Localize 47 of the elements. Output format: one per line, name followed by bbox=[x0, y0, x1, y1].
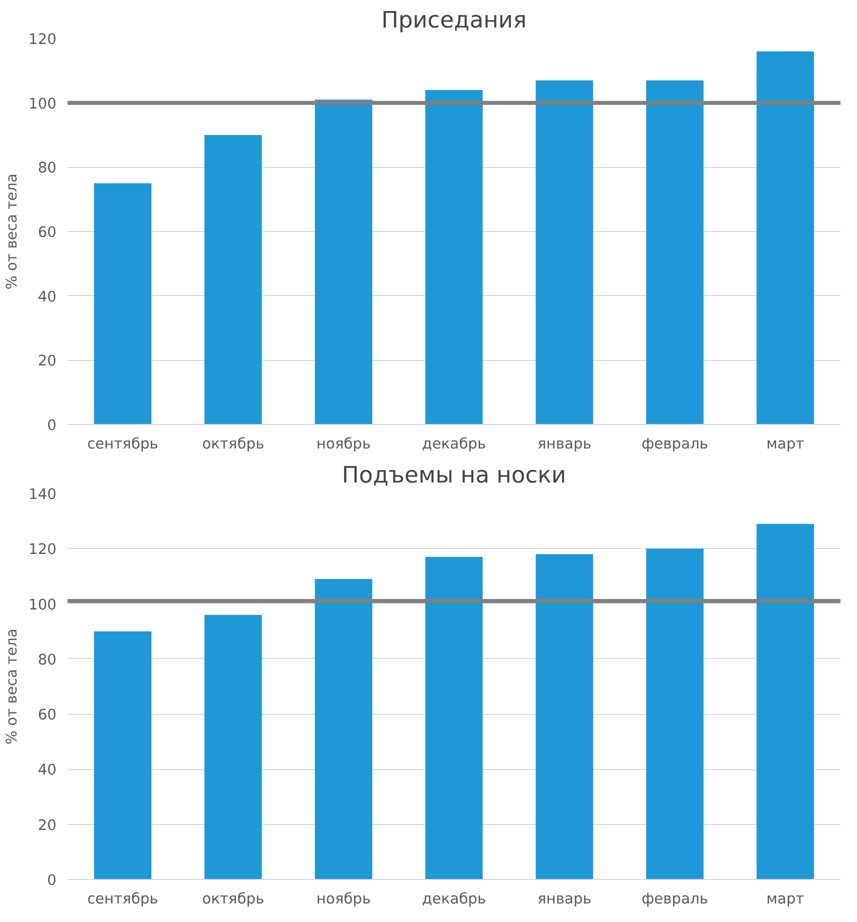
bar bbox=[204, 614, 262, 880]
x-tick-label: март bbox=[766, 436, 805, 452]
y-axis-title: % от веса тела bbox=[4, 173, 21, 290]
x-tick-label: март bbox=[766, 890, 805, 908]
bar bbox=[204, 135, 262, 424]
x-tick-label: октябрь bbox=[202, 436, 264, 452]
y-tick-label: 80 bbox=[38, 651, 57, 668]
bar bbox=[314, 100, 372, 424]
chart-title: Приседания bbox=[381, 8, 527, 34]
chart-title: Подъемы на носки bbox=[342, 462, 566, 488]
y-tick-label: 100 bbox=[28, 596, 57, 614]
bar bbox=[646, 548, 704, 880]
bar bbox=[94, 183, 152, 424]
bar bbox=[756, 51, 814, 424]
y-tick-label: 20 bbox=[38, 352, 57, 370]
x-tick-label: ноябрь bbox=[316, 436, 371, 452]
y-tick-label: 80 bbox=[38, 160, 57, 177]
y-axis-title: % от веса тела bbox=[4, 628, 21, 744]
bar bbox=[425, 90, 483, 424]
y-tick-label: 120 bbox=[28, 541, 57, 558]
bar bbox=[536, 80, 594, 424]
x-tick-label: декабрь bbox=[422, 436, 486, 452]
x-tick-label: февраль bbox=[642, 890, 708, 908]
y-tick-label: 60 bbox=[38, 224, 57, 241]
y-tick-label: 60 bbox=[38, 706, 57, 724]
x-tick-label: январь bbox=[537, 436, 592, 452]
x-tick-label: февраль bbox=[642, 436, 708, 452]
y-tick-label: 100 bbox=[28, 95, 57, 112]
bar bbox=[536, 554, 594, 880]
bar bbox=[94, 631, 152, 880]
y-tick-label: 40 bbox=[38, 288, 57, 306]
y-tick-label: 140 bbox=[28, 486, 57, 503]
y-tick-label: 0 bbox=[47, 417, 57, 434]
x-tick-label: ноябрь bbox=[316, 890, 371, 908]
x-tick-label: декабрь bbox=[422, 890, 486, 908]
y-tick-label: 120 bbox=[28, 31, 57, 48]
x-tick-label: сентябрь bbox=[87, 436, 158, 452]
y-tick-label: 20 bbox=[38, 816, 57, 834]
x-tick-label: сентябрь bbox=[87, 890, 158, 908]
x-tick-label: октябрь bbox=[202, 890, 264, 908]
y-tick-label: 40 bbox=[38, 762, 57, 779]
y-tick-label: 0 bbox=[47, 872, 57, 889]
bar bbox=[646, 80, 704, 424]
bar bbox=[425, 556, 483, 880]
x-tick-label: январь bbox=[537, 890, 592, 908]
bar bbox=[314, 578, 372, 880]
bar bbox=[756, 524, 814, 880]
